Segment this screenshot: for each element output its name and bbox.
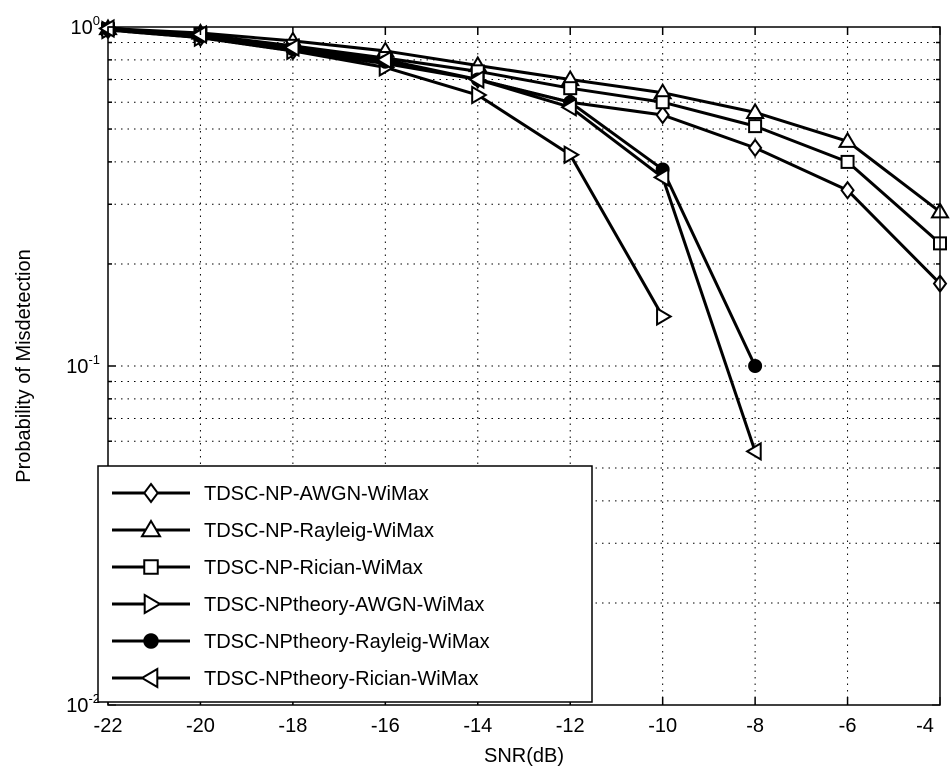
y-tick-labels: 10-2 10-1 100 bbox=[66, 13, 100, 717]
marker-triangle-up bbox=[837, 131, 858, 148]
marker-triangle-up bbox=[745, 102, 765, 119]
marker-triangle-left bbox=[467, 69, 485, 90]
marker-square bbox=[143, 559, 159, 575]
series-triangle-left bbox=[98, 18, 762, 462]
marker-triangle-left bbox=[98, 18, 115, 39]
legend-item: TDSC-NPtheory-Rayleig-WiMax bbox=[112, 631, 490, 653]
legend-label: TDSC-NPtheory-Rayleig-WiMax bbox=[204, 631, 490, 653]
x-axis-label: SNR(dB) bbox=[484, 745, 564, 767]
marker-triangle-left bbox=[560, 97, 577, 117]
legend-label: TDSC-NP-Rician-WiMax bbox=[204, 557, 423, 579]
marker-diamond bbox=[143, 482, 159, 504]
x-tick-label: -6 bbox=[839, 715, 857, 737]
x-tick-label: -22 bbox=[94, 715, 123, 737]
marker-triangle-left bbox=[745, 441, 762, 462]
y-tick-label: 100 bbox=[71, 13, 100, 39]
y-axis-label: Probability of Misdetection bbox=[13, 249, 35, 482]
legend-label: TDSC-NP-Rayleig-WiMax bbox=[204, 520, 434, 542]
marker-triangle-left bbox=[375, 50, 392, 70]
legend-label: TDSC-NP-AWGN-WiMax bbox=[204, 483, 429, 505]
legend-label: TDSC-NPtheory-AWGN-WiMax bbox=[204, 594, 484, 616]
x-tick-label: -12 bbox=[556, 715, 585, 737]
marker-triangle-right bbox=[563, 144, 581, 165]
legend-item: TDSC-NP-Rician-WiMax bbox=[112, 557, 423, 579]
marker-square bbox=[655, 95, 670, 110]
x-tick-label: -10 bbox=[648, 715, 677, 737]
marker-diamond bbox=[747, 138, 763, 158]
legend: TDSC-NP-AWGN-WiMax TDSC-NP-Rayleig-WiMax T… bbox=[97, 465, 593, 703]
marker-diamond bbox=[655, 105, 670, 125]
x-tick-label: -16 bbox=[371, 715, 400, 737]
marker-triangle-left bbox=[190, 24, 208, 45]
legend-item: TDSC-NP-AWGN-WiMax bbox=[112, 482, 429, 505]
x-tick-label: -14 bbox=[463, 715, 492, 737]
marker-triangle-right bbox=[143, 593, 162, 615]
legend-item: TDSC-NPtheory-Rician-WiMax bbox=[112, 667, 478, 690]
y-tick-label: 10-2 bbox=[66, 691, 100, 717]
x-tick-label: -4 bbox=[916, 715, 934, 737]
legend-box bbox=[97, 465, 593, 703]
marker-circle bbox=[143, 633, 159, 649]
marker-square bbox=[748, 119, 763, 134]
legend-label: TDSC-NPtheory-Rician-WiMax bbox=[204, 668, 478, 690]
x-tick-label: -8 bbox=[746, 715, 764, 737]
marker-square bbox=[840, 154, 855, 169]
marker-triangle-up bbox=[140, 519, 162, 538]
marker-triangle-left bbox=[282, 37, 300, 58]
marker-triangle-left bbox=[652, 167, 670, 188]
marker-diamond bbox=[840, 180, 855, 200]
marker-circle bbox=[748, 359, 763, 373]
x-tick-label: -20 bbox=[186, 715, 215, 737]
y-tick-label: 10-1 bbox=[66, 352, 100, 378]
marker-triangle-right bbox=[656, 306, 673, 327]
marker-triangle-left bbox=[140, 667, 159, 689]
legend-item: TDSC-NPtheory-AWGN-WiMax bbox=[112, 593, 484, 616]
legend-item: TDSC-NP-Rayleig-WiMax bbox=[112, 519, 434, 542]
series-line bbox=[107, 26, 757, 452]
series-line bbox=[107, 26, 941, 214]
marker-square bbox=[563, 81, 578, 96]
x-tick-label: -18 bbox=[278, 715, 307, 737]
marker-triangle-right bbox=[471, 85, 488, 105]
x-tick-labels: -22 -20 -18 -16 -14 -12 -10 -8 -6 -4 bbox=[94, 715, 934, 737]
